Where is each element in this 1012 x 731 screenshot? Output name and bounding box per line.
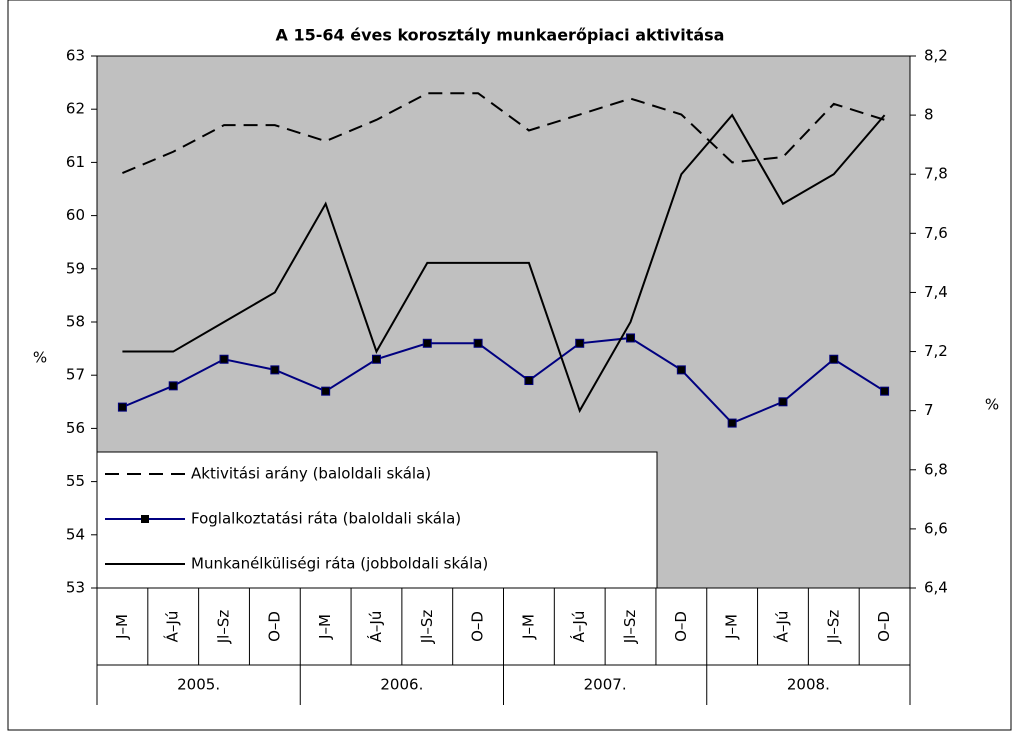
point-marker	[168, 381, 178, 391]
point-marker	[473, 338, 483, 348]
series-line	[122, 113, 886, 414]
legend-label: Munkanélküliségi ráta (jobboldali skála)	[191, 555, 488, 573]
point-marker	[117, 402, 127, 412]
x-tick-label: Jl–Sz	[418, 610, 436, 645]
series-line	[122, 92, 885, 174]
point-marker	[422, 338, 432, 348]
point-marker	[371, 354, 381, 364]
group-label: 2007.	[584, 676, 627, 694]
point-marker	[626, 333, 636, 343]
x-tick-label: Jl–Sz	[824, 610, 842, 645]
y2-tick-label: 6,8	[924, 460, 948, 478]
y-tick-label: 63	[66, 47, 85, 65]
x-tick-label: Á–Jú	[772, 611, 791, 643]
group-label: 2006.	[380, 676, 423, 694]
x-tick-label: Jl–Sz	[215, 610, 233, 645]
y-tick-label: 57	[66, 366, 85, 384]
y2-tick-label: 7,4	[924, 283, 948, 301]
y-tick-label: 60	[66, 206, 85, 224]
y-tick-label: 59	[66, 259, 85, 277]
y-tick-label: 58	[66, 313, 85, 331]
point-marker	[219, 354, 229, 364]
y-tick-label: 55	[66, 472, 85, 490]
x-tick-label: J–M	[113, 614, 131, 640]
point-marker	[727, 418, 737, 428]
y2-tick-label: 8,2	[924, 47, 948, 65]
legend-marker	[141, 515, 149, 523]
point-marker	[778, 397, 788, 407]
y2-tick-label: 6,4	[924, 579, 948, 597]
y-tick-label: 56	[66, 419, 85, 437]
group-label: 2005.	[177, 676, 220, 694]
y-tick-label: 61	[66, 153, 85, 171]
x-tick-label: J–M	[316, 614, 334, 640]
point-marker	[321, 386, 331, 396]
group-label: 2008.	[787, 676, 830, 694]
y2-tick-label: 6,6	[924, 519, 948, 537]
y2-tick-label: 7	[924, 401, 934, 419]
legend-label: Aktivitási arány (baloldali skála)	[191, 465, 431, 483]
point-marker	[524, 376, 534, 386]
point-marker	[575, 338, 585, 348]
y2-tick-label: 8	[924, 106, 934, 124]
legend-label: Foglalkoztatási ráta (baloldali skála)	[191, 510, 461, 528]
y-tick-label: 53	[66, 579, 85, 597]
legend	[96, 451, 658, 589]
chart-title: A 15-64 éves korosztály munkaerőpiaci ak…	[276, 26, 725, 45]
x-tick-label: Á–Jú	[569, 611, 588, 643]
y-tick-label: 54	[66, 525, 85, 543]
point-marker	[829, 354, 839, 364]
y2-axis-label: %	[985, 396, 999, 414]
point-marker	[880, 386, 890, 396]
x-tick-label: O–D	[875, 611, 893, 642]
y2-tick-label: 7,2	[924, 342, 948, 360]
point-marker	[270, 365, 280, 375]
y2-tick-label: 7,8	[924, 165, 948, 183]
point-marker	[676, 365, 686, 375]
y-tick-label: 62	[66, 100, 85, 118]
y-axis-label: %	[33, 349, 47, 367]
x-tick-label: O–D	[469, 611, 487, 642]
x-tick-label: J–M	[723, 614, 741, 640]
x-tick-label: Jl–Sz	[621, 610, 639, 645]
x-tick-label: O–D	[265, 611, 283, 642]
series-line	[122, 336, 886, 425]
y2-tick-label: 7,6	[924, 224, 948, 242]
x-tick-label: Á–Jú	[163, 611, 182, 643]
x-tick-label: Á–Jú	[366, 611, 385, 643]
x-tick-label: J–M	[519, 614, 537, 640]
x-tick-label: O–D	[672, 611, 690, 642]
